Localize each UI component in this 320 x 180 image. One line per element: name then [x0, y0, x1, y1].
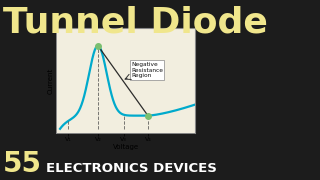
Y-axis label: Current: Current: [48, 68, 54, 94]
X-axis label: Voltage: Voltage: [113, 144, 139, 150]
Text: ELECTRONICS DEVICES: ELECTRONICS DEVICES: [46, 163, 217, 175]
Text: Tunnel Diode: Tunnel Diode: [3, 5, 268, 39]
Text: 55: 55: [3, 150, 42, 178]
Text: Negative
Resistance
Region: Negative Resistance Region: [131, 62, 163, 78]
